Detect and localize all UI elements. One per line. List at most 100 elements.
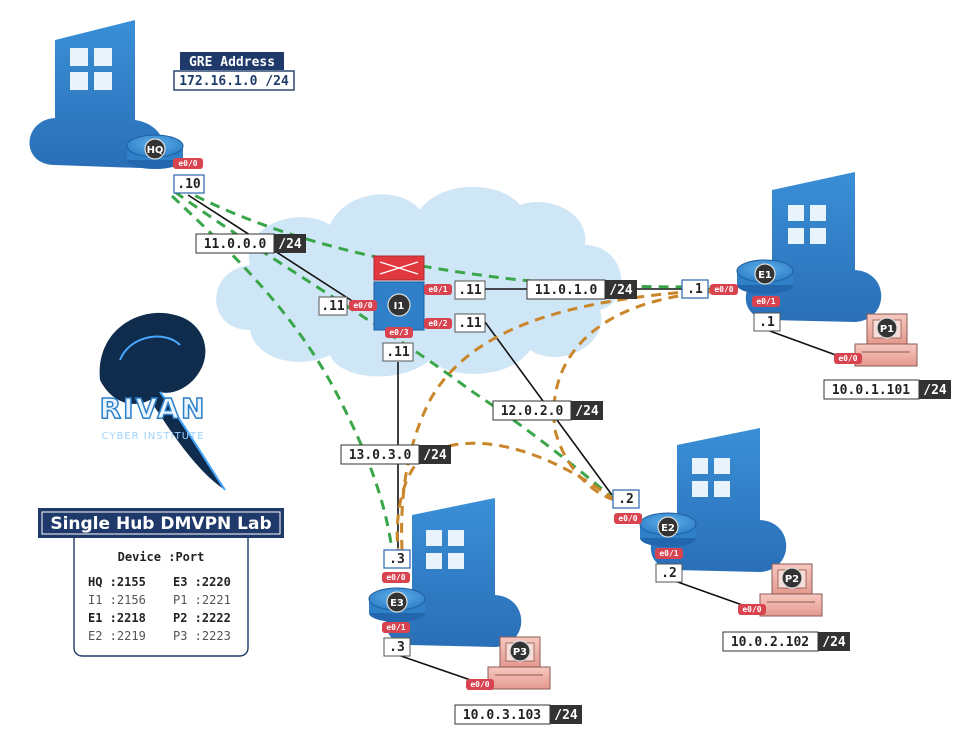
e2-ip-e00: .2	[612, 489, 640, 509]
svg-text:e0/0: e0/0	[618, 514, 637, 523]
p1-lan-label: 10.0.1.101 /24	[823, 379, 951, 400]
gre-title: GRE Address	[189, 55, 275, 70]
svg-text:10.0.3.103: 10.0.3.103	[463, 708, 541, 723]
svg-text:.1: .1	[759, 315, 775, 330]
svg-text:e0/0: e0/0	[714, 285, 733, 294]
e1-port-e00: e0/0	[710, 284, 738, 295]
i1-ip-e03: .11	[382, 342, 414, 362]
router-e3-label: E3	[390, 598, 404, 609]
network-label-13-0-3-0: 13.0.3.0 /24	[340, 444, 451, 465]
logo-title: RIVAN	[100, 392, 207, 425]
table-header: Device :Port	[118, 550, 205, 564]
logo-subtitle: CYBER INSTITUTE	[102, 431, 205, 442]
svg-text:.2: .2	[661, 566, 677, 581]
svg-text:.11: .11	[321, 299, 345, 314]
pc-p3[interactable]: P3	[487, 636, 551, 690]
svg-text:e0/2: e0/2	[428, 319, 447, 328]
svg-text:12.0.2.0: 12.0.2.0	[501, 404, 564, 419]
pc-p1-label: P1	[880, 324, 894, 335]
port-hq: HQ :2155	[88, 575, 146, 589]
svg-text:.3: .3	[389, 640, 405, 655]
svg-text:e0/0: e0/0	[838, 354, 857, 363]
router-hq[interactable]: HQ	[126, 134, 184, 169]
hq-port-e00: e0/0	[173, 158, 203, 169]
svg-text:e0/0: e0/0	[386, 573, 405, 582]
router-e1-label: E1	[758, 270, 772, 281]
port-p3: P3 :2223	[173, 629, 231, 643]
e2-port-e01: e0/1	[655, 548, 683, 559]
lab-info-panel: Single Hub DMVPN Lab Device :Port HQ :21…	[38, 508, 284, 657]
svg-text:10.0.1.101: 10.0.1.101	[832, 383, 910, 398]
svg-text:e0/3: e0/3	[389, 328, 408, 337]
port-i1: I1 :2156	[88, 593, 146, 607]
i1-port-e02: e0/2	[424, 318, 452, 329]
i1-port-e03: e0/3	[385, 327, 413, 338]
i1-port-e00: e0/0	[349, 300, 377, 311]
svg-text:.10: .10	[177, 177, 201, 192]
network-label-11-0-1-0: 11.0.1.0 /24	[526, 279, 637, 300]
pc-p3-label: P3	[513, 647, 527, 658]
i1-ip-e02: .11	[454, 313, 486, 333]
p1-port-e00: e0/0	[834, 353, 862, 364]
pc-p1[interactable]: P1	[854, 313, 918, 367]
i1-port-e01: e0/1	[424, 284, 452, 295]
port-e1: E1 :2218	[88, 611, 146, 625]
router-e2[interactable]: E2	[639, 512, 697, 547]
lab-title: Single Hub DMVPN Lab	[50, 514, 271, 534]
tunnel-e1-e3	[400, 288, 713, 551]
e3-ip-e00: .3	[383, 549, 411, 569]
svg-text:.1: .1	[687, 282, 703, 297]
router-e2-label: E2	[661, 523, 675, 534]
router-i1-label: I1	[394, 301, 405, 312]
gre-address-tag: GRE Address 172.16.1.0 /24	[173, 52, 295, 91]
i1-ip-e01: .11	[454, 280, 486, 300]
svg-text:.11: .11	[386, 345, 410, 360]
gre-network: 172.16.1.0 /24	[179, 74, 289, 89]
svg-text:10.0.2.102: 10.0.2.102	[731, 635, 809, 650]
svg-text:e0/1: e0/1	[386, 623, 405, 632]
port-p1: P1 :2221	[173, 593, 231, 607]
rivan-logo: RIVAN CYBER INSTITUTE	[99, 312, 226, 491]
svg-text:.2: .2	[618, 492, 634, 507]
router-i1[interactable]: I1	[373, 281, 425, 331]
svg-text:.3: .3	[389, 552, 405, 567]
p2-port-e00: e0/0	[738, 604, 766, 615]
svg-text:/24: /24	[554, 708, 578, 723]
e3-ip-e01: .3	[383, 637, 411, 657]
svg-text:/24: /24	[575, 404, 599, 419]
svg-text:e0/1: e0/1	[756, 297, 775, 306]
e3-port-e01: e0/1	[382, 622, 410, 633]
svg-text:e0/0: e0/0	[178, 159, 197, 168]
svg-text:.11: .11	[458, 283, 482, 298]
p3-port-e00: e0/0	[466, 679, 494, 690]
e1-ip-e00: .1	[681, 279, 709, 299]
pc-p2-label: P2	[785, 574, 799, 585]
router-e1[interactable]: E1	[736, 259, 794, 294]
svg-text:e0/0: e0/0	[353, 301, 372, 310]
svg-text:e0/0: e0/0	[742, 605, 761, 614]
p3-lan-label: 10.0.3.103 /24	[454, 704, 582, 725]
router-hq-label: HQ	[147, 145, 164, 156]
e2-ip-e01: .2	[655, 563, 683, 583]
e2-port-e00: e0/0	[614, 513, 642, 524]
i1-ip-e00: .11	[318, 296, 348, 316]
svg-text:.11: .11	[458, 316, 482, 331]
hq-ip: .10	[173, 174, 205, 194]
hq-building	[29, 20, 164, 168]
router-e3[interactable]: E3	[368, 587, 426, 622]
svg-text:/24: /24	[278, 237, 302, 252]
svg-text:/24: /24	[423, 448, 447, 463]
pc-p2[interactable]: P2	[759, 563, 823, 617]
network-label-11-0-0-0: 11.0.0.0 /24	[195, 233, 306, 254]
svg-text:/24: /24	[923, 383, 947, 398]
p2-lan-label: 10.0.2.102 /24	[722, 631, 850, 652]
svg-text:/24: /24	[822, 635, 846, 650]
svg-text:11.0.0.0: 11.0.0.0	[204, 237, 267, 252]
e1-port-e01: e0/1	[752, 296, 780, 307]
svg-text:/24: /24	[609, 283, 633, 298]
tunnel-hq-e1	[179, 186, 713, 289]
e3-port-e00: e0/0	[382, 572, 410, 583]
svg-text:e0/1: e0/1	[659, 549, 678, 558]
svg-text:e0/1: e0/1	[428, 285, 447, 294]
